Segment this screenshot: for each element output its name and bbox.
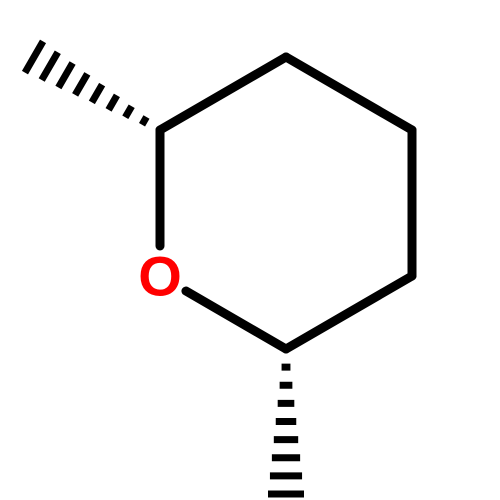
bond xyxy=(160,57,286,130)
bond xyxy=(186,291,286,349)
bond xyxy=(286,57,412,130)
bond xyxy=(286,276,412,349)
molecule-diagram: O xyxy=(0,0,500,500)
bonds-layer xyxy=(25,41,412,494)
atoms-layer: O xyxy=(138,245,182,308)
hash-bond xyxy=(25,41,161,132)
atom-label-o: O xyxy=(138,245,182,308)
hash-bond xyxy=(268,349,304,494)
